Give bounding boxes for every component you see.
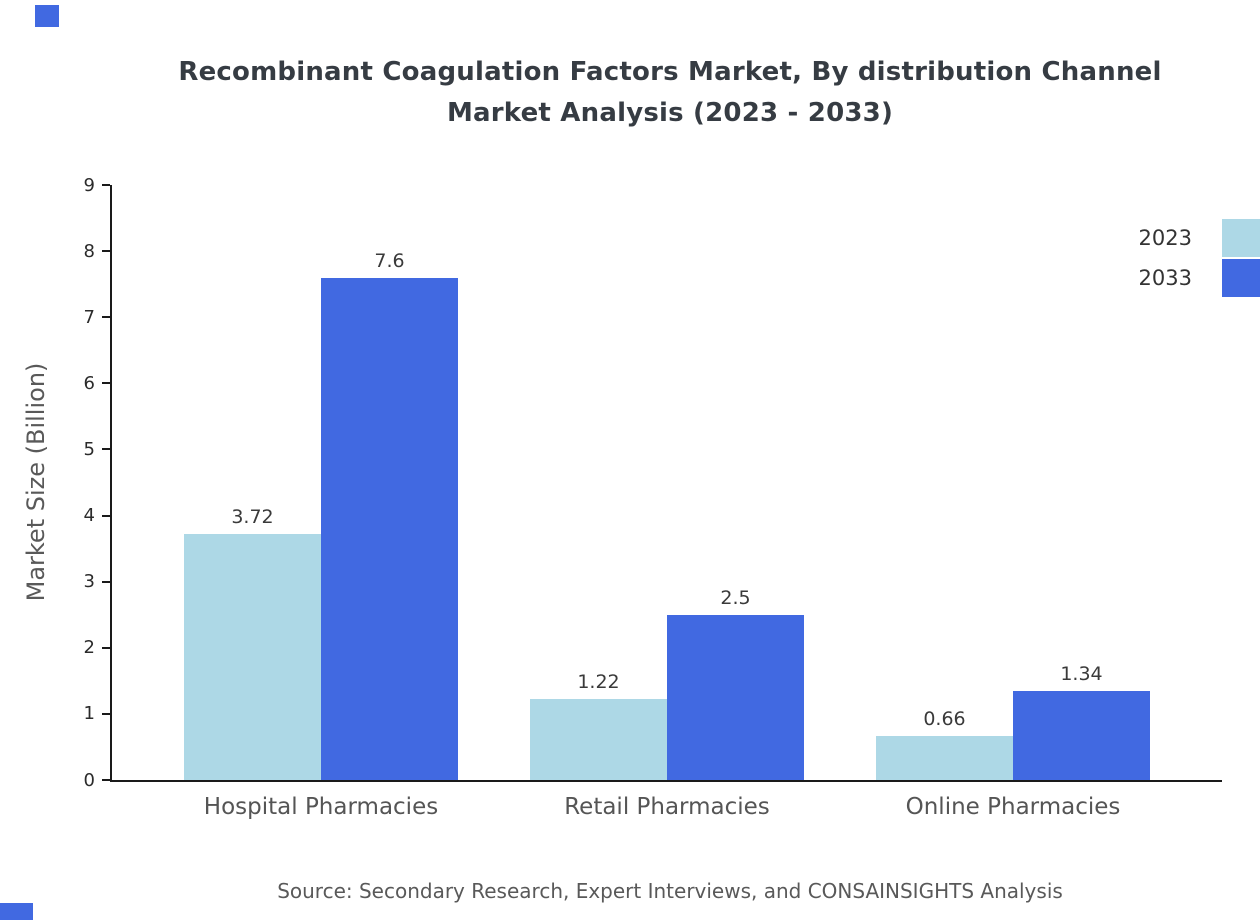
- source-text: Source: Secondary Research, Expert Inter…: [277, 879, 1063, 903]
- legend-item-2023: 2023: [1139, 219, 1260, 257]
- y-tick-4: 4: [0, 505, 110, 527]
- legend-label-2023: 2023: [1138, 226, 1192, 250]
- bar-wrap: 1.22: [530, 185, 667, 780]
- y-tick-label: 3: [83, 571, 95, 593]
- y-tick-label: 2: [83, 637, 95, 659]
- legend-swatch-2023: [1222, 219, 1260, 257]
- y-tick-label: 8: [83, 240, 95, 262]
- y-tick-3: 3: [0, 571, 110, 593]
- category-label-hospital-pharmacies: Hospital Pharmacies: [203, 794, 439, 820]
- bar-group-online-pharmacies: 0.66 1.34 Online Pharmacies: [876, 185, 1150, 820]
- bars: 1.22 2.5: [530, 185, 804, 780]
- category-label-retail-pharmacies: Retail Pharmacies: [564, 794, 770, 820]
- bars: 3.72 7.6: [184, 185, 458, 780]
- y-tick-label: 5: [83, 438, 95, 460]
- bar-group-retail-pharmacies: 1.22 2.5 Retail Pharmacies: [530, 185, 804, 820]
- y-tick-mark: [102, 712, 110, 715]
- plot-area: 3.72 7.6 Hospital Pharmacies 1.22 2.5 Retail …: [110, 185, 1222, 820]
- y-tick-mark: [102, 646, 110, 649]
- chart-title: Recombinant Coagulation Factors Market, …: [80, 52, 1260, 134]
- legend-swatch-2033: [1222, 259, 1260, 297]
- chart-title-line1: Recombinant Coagulation Factors Market, …: [178, 57, 1162, 87]
- watermark-square-top: [35, 5, 59, 27]
- bar-value-label-2033-retail-pharmacies: 2.5: [720, 586, 751, 609]
- category-label-online-pharmacies: Online Pharmacies: [905, 794, 1121, 820]
- y-tick-8: 8: [0, 240, 110, 262]
- bar-groups: 3.72 7.6 Hospital Pharmacies 1.22 2.5 Retail …: [112, 185, 1222, 820]
- watermark-square-bottom: [0, 903, 33, 920]
- y-tick-7: 7: [0, 306, 110, 328]
- y-tick-label: 1: [83, 703, 95, 725]
- y-tick-0: 0: [0, 769, 110, 791]
- y-tick-mark: [102, 448, 110, 451]
- y-tick-mark: [102, 250, 110, 253]
- y-tick-label: 4: [83, 505, 95, 527]
- bar-2033-hospital-pharmacies[interactable]: [321, 277, 458, 780]
- chart-title-line2: Market Analysis (2023 - 2033): [446, 98, 894, 128]
- y-tick-mark: [102, 514, 110, 517]
- y-tick-mark: [102, 779, 110, 781]
- y-tick-label: 6: [83, 372, 95, 394]
- legend-label-2033: 2033: [1138, 266, 1192, 290]
- y-tick-9: 9: [0, 174, 110, 196]
- bar-value-label-2033-online-pharmacies: 1.34: [1060, 663, 1103, 686]
- y-tick-6: 6: [0, 372, 110, 394]
- y-tick-mark: [102, 184, 110, 186]
- bar-value-label-2023-hospital-pharmacies: 3.72: [231, 506, 274, 529]
- legend: 2023 2033: [1139, 219, 1260, 297]
- bar-2033-retail-pharmacies[interactable]: [667, 614, 804, 780]
- y-tick-label: 9: [83, 174, 95, 196]
- bar-value-label-2023-retail-pharmacies: 1.22: [577, 671, 620, 694]
- y-tick-label: 7: [83, 306, 95, 328]
- bar-2033-online-pharmacies[interactable]: [1013, 691, 1150, 780]
- bar-value-label-2023-online-pharmacies: 0.66: [923, 708, 966, 731]
- bar-wrap: 7.6: [321, 185, 458, 780]
- y-tick-5: 5: [0, 438, 110, 460]
- y-tick-2: 2: [0, 637, 110, 659]
- y-tick-mark: [102, 382, 110, 385]
- y-axis-ticks: 0 1 2 3 4 5 6 7 8 9: [0, 175, 110, 791]
- bar-2023-online-pharmacies[interactable]: [876, 736, 1013, 780]
- bar-2023-hospital-pharmacies[interactable]: [184, 534, 321, 780]
- bar-wrap: 0.66: [876, 185, 1013, 780]
- bar-wrap: 2.5: [667, 185, 804, 780]
- bar-value-label-2033-hospital-pharmacies: 7.6: [374, 249, 405, 272]
- bar-2023-retail-pharmacies[interactable]: [530, 699, 667, 780]
- bars: 0.66 1.34: [876, 185, 1150, 780]
- y-tick-1: 1: [0, 703, 110, 725]
- bar-wrap: 3.72: [184, 185, 321, 780]
- bar-group-hospital-pharmacies: 3.72 7.6 Hospital Pharmacies: [184, 185, 458, 820]
- y-tick-mark: [102, 316, 110, 319]
- bar-wrap: 1.34: [1013, 185, 1150, 780]
- y-tick-label: 0: [83, 769, 95, 791]
- y-tick-mark: [102, 580, 110, 583]
- legend-item-2033: 2033: [1139, 259, 1260, 297]
